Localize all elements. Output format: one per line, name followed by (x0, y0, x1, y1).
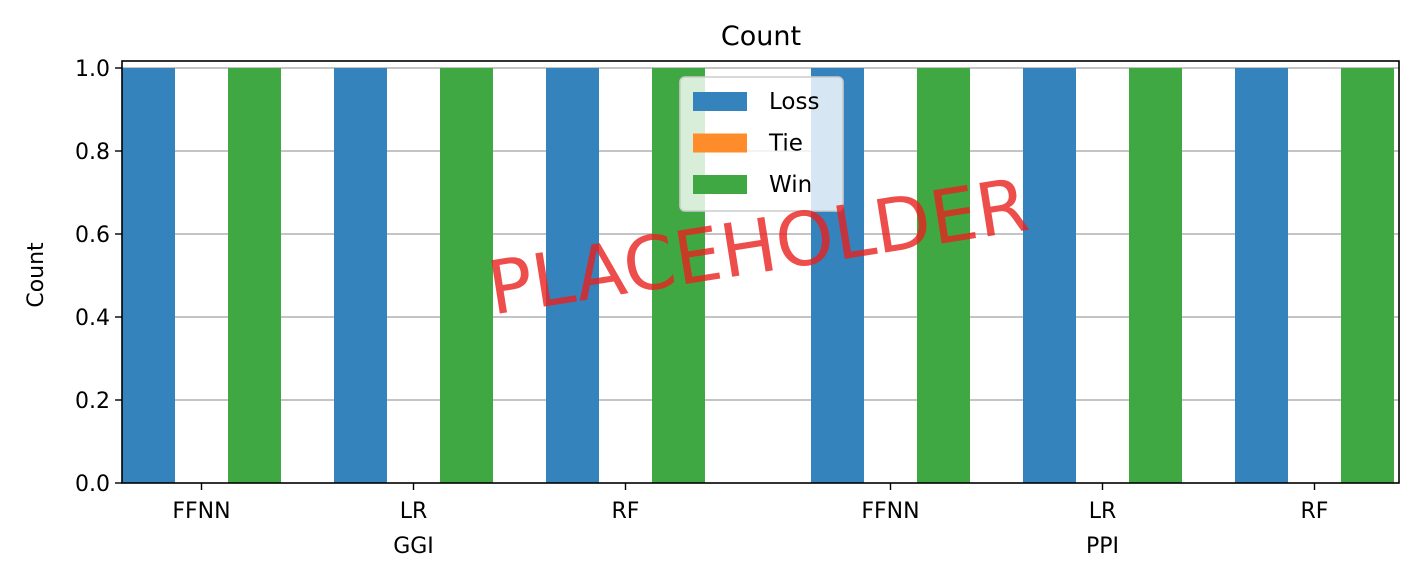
axes: 0.0 0.2 0.4 0.6 0.8 1.0 FFNN LR GGI RF FFNN LR PPI RF (75, 57, 1400, 559)
bar-loss-ggi-rf (546, 68, 599, 483)
y-tick-label-0: 0.0 (75, 472, 110, 497)
legend-label-win: Win (769, 172, 812, 198)
x-tick-label-5: RF (1301, 499, 1329, 524)
group-label-ppi: PPI (1086, 534, 1119, 559)
bar-win-ppi-rf (1341, 68, 1394, 483)
legend-swatch-win (693, 175, 747, 194)
y-axis-label: Count (24, 242, 49, 308)
bar-loss-ggi-lr (334, 68, 387, 483)
x-tick-label-2: RF (612, 499, 640, 524)
chart-title: Count (721, 21, 801, 52)
y-tick-label-3: 0.6 (75, 223, 110, 248)
bar-win-ppi-ffnn (917, 68, 970, 483)
group-label-ggi: GGI (393, 534, 434, 559)
bar-win-ggi-ffnn (228, 68, 281, 483)
bar-loss-ppi-lr (1023, 68, 1076, 483)
y-tick-label-5: 1.0 (75, 57, 110, 82)
legend-swatch-loss (693, 92, 747, 111)
x-tick-label-4: LR (1089, 499, 1117, 524)
bar-win-ppi-lr (1129, 68, 1182, 483)
legend-swatch-tie (693, 133, 747, 153)
bars (122, 68, 1394, 483)
y-tick-label-2: 0.4 (75, 306, 110, 331)
y-tick-label-4: 0.8 (75, 140, 110, 165)
x-tick-label-0: FFNN (172, 499, 230, 524)
y-tick-label-1: 0.2 (75, 389, 110, 414)
bar-win-ggi-lr (440, 68, 493, 483)
legend: Loss Tie Win (679, 76, 844, 212)
x-tick-label-1: LR (400, 499, 428, 524)
legend-label-tie: Tie (768, 131, 803, 157)
bar-loss-ggi-ffnn (122, 68, 175, 483)
plot-frame (121, 60, 1400, 484)
legend-label-loss: Loss (769, 89, 819, 115)
bar-loss-ppi-rf (1235, 68, 1288, 483)
x-tick-label-3: FFNN (861, 499, 919, 524)
